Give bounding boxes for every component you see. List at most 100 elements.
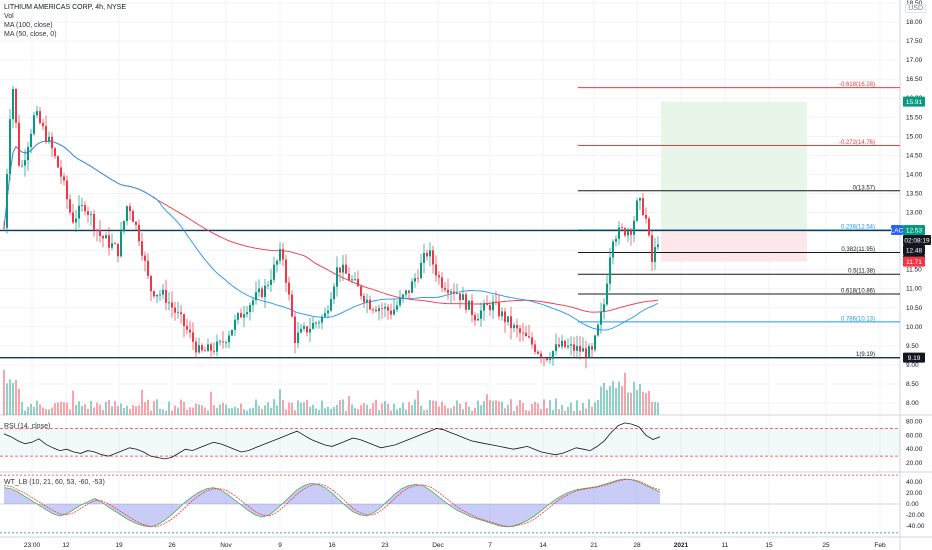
time-axis-label: 21: [590, 542, 598, 549]
candle-body: [72, 212, 74, 223]
rsi-axis-label: 60.00: [906, 432, 923, 439]
fibonacci-retracement[interactable]: -0.618(16.28) -0.272(14.76) 0(13.57) 0.236(…: [578, 82, 900, 359]
candle-body: [30, 133, 32, 147]
countdown-badge-bg: [903, 235, 931, 246]
candle-body: [315, 322, 317, 324]
ma50-legend[interactable]: MA (50, close, 0): [4, 31, 57, 38]
candle-body: [78, 205, 80, 219]
wt-legend[interactable]: WT_LB (10, 21, 60, 53, -60, -53): [4, 479, 105, 486]
ma100-legend[interactable]: MA (100, close): [4, 22, 53, 29]
candle-body: [273, 264, 275, 280]
candle-body: [150, 275, 152, 292]
volume-bar: [300, 402, 302, 415]
price-axis[interactable]: 18.5018.0017.5017.0016.5016.0015.5015.00…: [906, 0, 923, 407]
profit-zone: [661, 101, 807, 231]
candle-body: [42, 123, 44, 127]
volume-bar: [414, 399, 416, 415]
candle-body: [114, 243, 116, 245]
price-axis-label: 15.00: [906, 133, 923, 140]
candle-body: [69, 199, 71, 213]
candle-body: [504, 311, 506, 323]
candle-body: [348, 273, 350, 281]
candle-body: [438, 275, 440, 278]
candle-body: [165, 289, 167, 303]
volume-bar: [639, 383, 641, 415]
price-axis-label: 13.00: [906, 210, 923, 217]
candle-body: [519, 328, 521, 333]
candle-body: [531, 337, 533, 345]
candle-body: [129, 206, 131, 212]
time-axis-label: 23: [381, 542, 389, 549]
volume-bar: [468, 406, 470, 415]
candle-body: [588, 346, 590, 358]
volume-bar: [78, 401, 80, 415]
candle-body: [282, 248, 284, 260]
volume-bar: [387, 403, 389, 415]
fib-level-label: 0.786(10.13): [841, 316, 875, 322]
candle-body: [477, 318, 479, 321]
candle-body: [525, 332, 527, 337]
price-axis-label: 11.00: [906, 286, 922, 293]
candle-body: [243, 314, 245, 318]
volume-bar: [111, 406, 113, 415]
candle-body: [99, 230, 101, 236]
volume-bar: [258, 405, 260, 415]
volume-bar: [126, 405, 128, 415]
ma-badge-a-bg: [903, 245, 925, 256]
wt-area: [4, 478, 660, 527]
candle-body: [345, 264, 347, 274]
volume-bar: [552, 410, 554, 415]
volume-bar: [327, 406, 329, 415]
horizontal-lines[interactable]: [0, 229, 900, 359]
volume-bar: [435, 401, 437, 415]
volume-bar: [465, 401, 467, 415]
volume-bar: [405, 409, 407, 415]
long-position-tool[interactable]: [661, 101, 807, 262]
rsi-line: [3, 422, 661, 460]
volume-bar: [99, 404, 101, 415]
candle-body: [336, 267, 338, 287]
candle-body: [240, 313, 242, 318]
candle-body: [210, 344, 212, 351]
volume-bar: [528, 410, 530, 415]
volume-bar: [12, 382, 14, 415]
volume-bar: [15, 379, 17, 415]
time-axis[interactable]: 23:00 12 19 26 Nov 9 16 23 Dec 7 14 21 28 2021 11 15 25 F…: [24, 542, 886, 549]
candle-body: [540, 353, 542, 358]
rsi-legend[interactable]: RSI (14, close): [4, 423, 51, 430]
candle-body: [279, 248, 281, 261]
volume-bar: [561, 404, 563, 415]
candle-body: [183, 314, 185, 327]
candle-body: [117, 243, 119, 257]
wt1-line: [3, 478, 661, 528]
volume-legend[interactable]: Vol: [4, 13, 14, 20]
time-axis-label: 7: [488, 542, 492, 549]
volume-bar: [267, 402, 269, 415]
candle-body: [549, 358, 551, 361]
volume-bar: [390, 410, 392, 415]
volume-bar: [120, 403, 122, 415]
candle-body: [597, 324, 599, 336]
candle-body: [366, 299, 368, 303]
volume-bar: [567, 406, 569, 415]
candle-body: [171, 302, 173, 308]
candle-body: [648, 218, 650, 236]
wavetrend-pane[interactable]: 40.00 20.00 0.00 -20.00 -40.00: [0, 474, 925, 534]
candle-body: [615, 238, 617, 242]
volume-bar: [621, 386, 623, 415]
currency-label: USD: [905, 4, 926, 13]
candle-body: [528, 336, 530, 338]
volume-bar: [297, 400, 299, 415]
candle-body: [441, 277, 443, 288]
candle-body: [246, 312, 248, 315]
candle-body: [522, 332, 524, 334]
candle-body: [564, 340, 566, 348]
target-badge-bg: [903, 96, 925, 107]
volume-bar: [357, 409, 359, 415]
volume-bar: [276, 405, 278, 415]
volume-bar: [429, 399, 431, 415]
candle-body: [6, 174, 8, 228]
candle-body: [45, 126, 47, 142]
rsi-pane[interactable]: 80.00 60.00 40.00 20.00: [0, 418, 923, 467]
